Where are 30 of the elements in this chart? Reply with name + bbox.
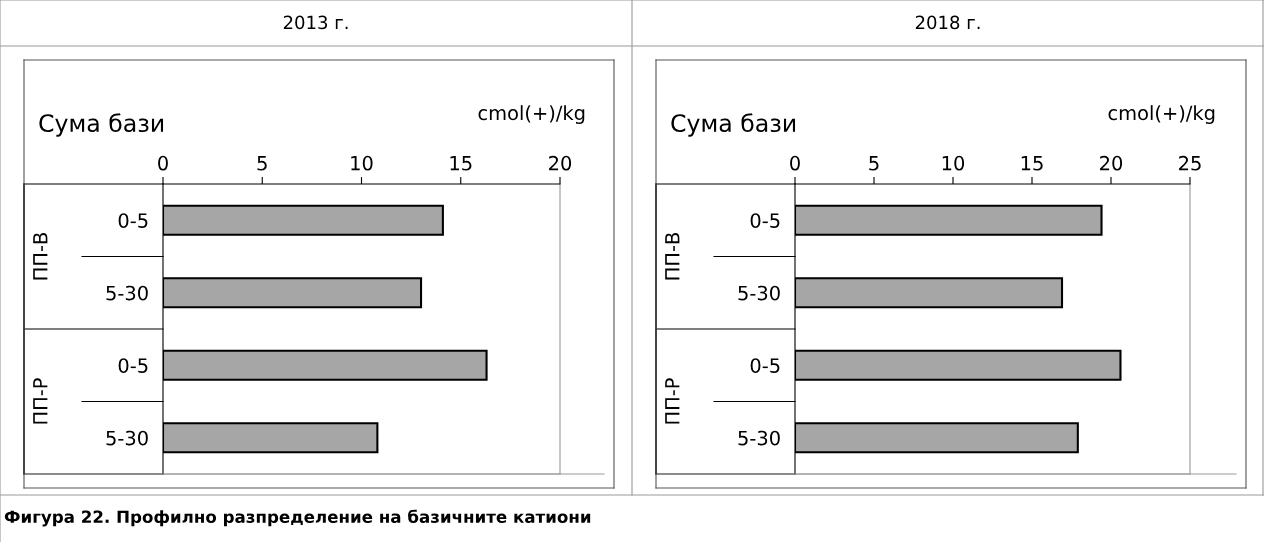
y-tick-label: 5-30 xyxy=(738,430,780,446)
y-tick-label: 0-5 xyxy=(750,213,780,228)
text: ПП-Р xyxy=(665,378,680,424)
text: Фигура 22. Профилно разпределение на базичните катиони xyxy=(4,509,591,527)
text: ПП-Р xyxy=(33,378,48,424)
x-axis-title: cmol(+)/kg xyxy=(1108,105,1215,124)
x-tick-label: 0 xyxy=(158,155,168,171)
chart-subtitle: Сума бази xyxy=(39,113,164,137)
x-tick-label: 10 xyxy=(351,155,373,171)
y-tick-label: 5-30 xyxy=(738,285,780,301)
y-tick-label: 0-5 xyxy=(750,358,780,373)
x-tick-label: 20 xyxy=(549,155,572,171)
x-tick-label: 5 xyxy=(869,156,879,171)
chart-subtitle: Сума бази xyxy=(671,113,796,137)
chart-title: 2018 г. xyxy=(915,15,980,30)
y-tick-label: 0-5 xyxy=(118,358,148,373)
x-tick-label: 15 xyxy=(1021,156,1043,171)
x-tick-label: 5 xyxy=(257,156,267,171)
y-tick-label: 0-5 xyxy=(118,213,148,228)
y-tick-label: 5-30 xyxy=(106,285,148,301)
text: ПП-В xyxy=(665,233,680,280)
x-tick-label: 10 xyxy=(942,155,965,171)
x-tick-label: 0 xyxy=(790,155,800,171)
text: ПП-В xyxy=(33,233,48,280)
chart-title: 2013 г. xyxy=(283,15,348,30)
y-tick-label: 5-30 xyxy=(106,430,148,446)
x-tick-label: 20 xyxy=(1100,155,1123,171)
x-tick-label: 15 xyxy=(450,156,472,171)
x-axis-title: cmol(+)/kg xyxy=(478,105,585,124)
x-tick-label: 25 xyxy=(1179,155,1201,171)
